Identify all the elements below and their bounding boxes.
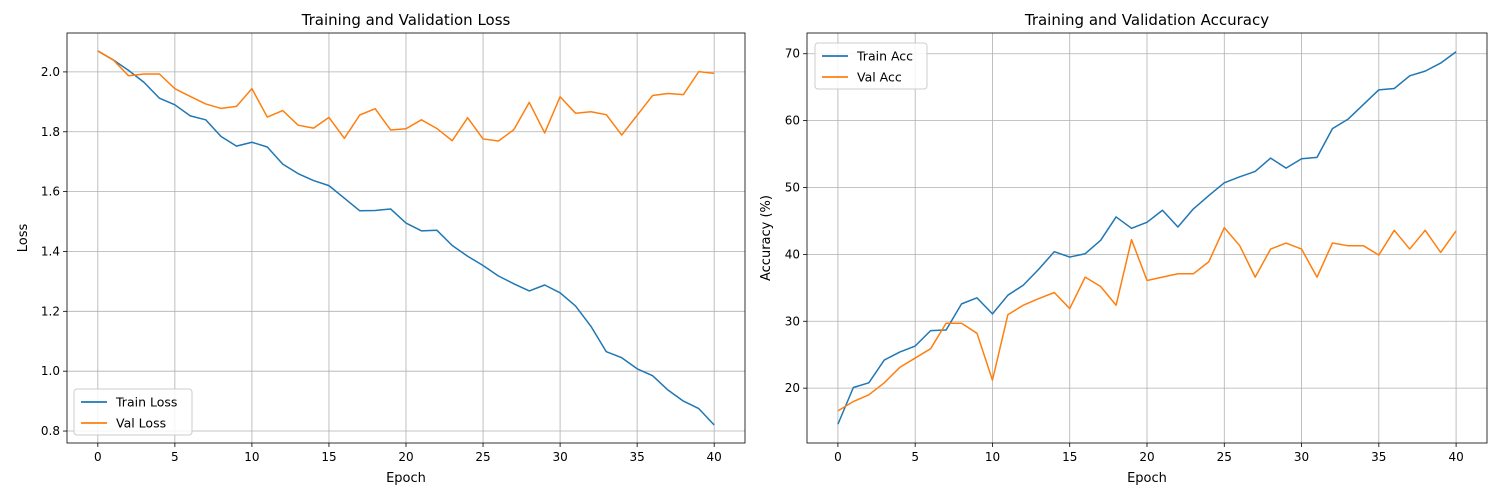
y-tick-label: 30 — [785, 314, 800, 328]
y-tick-label: 60 — [785, 114, 800, 128]
x-tick-label: 30 — [552, 450, 567, 464]
y-axis-label: Loss — [16, 224, 31, 253]
x-tick-label: 40 — [1448, 450, 1463, 464]
y-tick-label: 2.0 — [41, 65, 60, 79]
y-tick-label: 70 — [785, 47, 800, 61]
x-tick-label: 20 — [398, 450, 413, 464]
y-tick-label: 0.8 — [41, 424, 60, 438]
legend-label-0: Train Loss — [115, 395, 177, 410]
x-tick-label: 35 — [1371, 450, 1386, 464]
y-tick-label: 20 — [785, 381, 800, 395]
x-tick-label: 10 — [244, 450, 259, 464]
y-tick-label: 50 — [785, 181, 800, 195]
x-tick-label: 10 — [985, 450, 1000, 464]
x-tick-label: 0 — [834, 450, 842, 464]
legend: Train Loss Val Loss — [73, 388, 193, 436]
x-tick-label: 0 — [94, 450, 102, 464]
x-tick-label: 40 — [707, 450, 722, 464]
chart-title: Training and Validation Accuracy — [1024, 11, 1269, 29]
x-tick-label: 35 — [629, 450, 644, 464]
y-tick-label: 1.0 — [41, 364, 60, 378]
x-axis-label: Epoch — [386, 471, 426, 486]
legend: Train Acc Val Acc — [814, 42, 928, 90]
accuracy-chart: 0 5 10 15 20 25 30 35 40 20 30 40 50 60 70 Training and… — [759, 11, 1488, 486]
y-axis-label: Accuracy (%) — [759, 195, 774, 281]
y-tick-label: 1.6 — [41, 185, 60, 199]
y-tick-label: 1.8 — [41, 125, 60, 139]
legend-label-1: Val Acc — [857, 70, 902, 85]
y-tick-label: 40 — [785, 247, 800, 261]
legend-label-1: Val Loss — [116, 416, 166, 431]
x-tick-label: 25 — [475, 450, 490, 464]
x-tick-label: 15 — [321, 450, 336, 464]
legend-label-0: Train Acc — [856, 49, 913, 64]
x-tick-label: 5 — [171, 450, 179, 464]
y-tick-label: 1.4 — [41, 244, 60, 258]
y-tick-label: 1.2 — [41, 304, 60, 318]
x-axis-label: Epoch — [1127, 471, 1167, 486]
x-tick-label: 25 — [1217, 450, 1232, 464]
chart-title: Training and Validation Loss — [301, 11, 511, 29]
x-tick-label: 5 — [911, 450, 919, 464]
loss-chart: 0 5 10 15 20 25 30 35 40 0.8 1.0 1.2 1.4 1.6 1.8 2.0 Tra… — [16, 11, 746, 486]
x-tick-label: 15 — [1062, 450, 1077, 464]
x-tick-label: 20 — [1139, 450, 1154, 464]
x-tick-label: 30 — [1294, 450, 1309, 464]
